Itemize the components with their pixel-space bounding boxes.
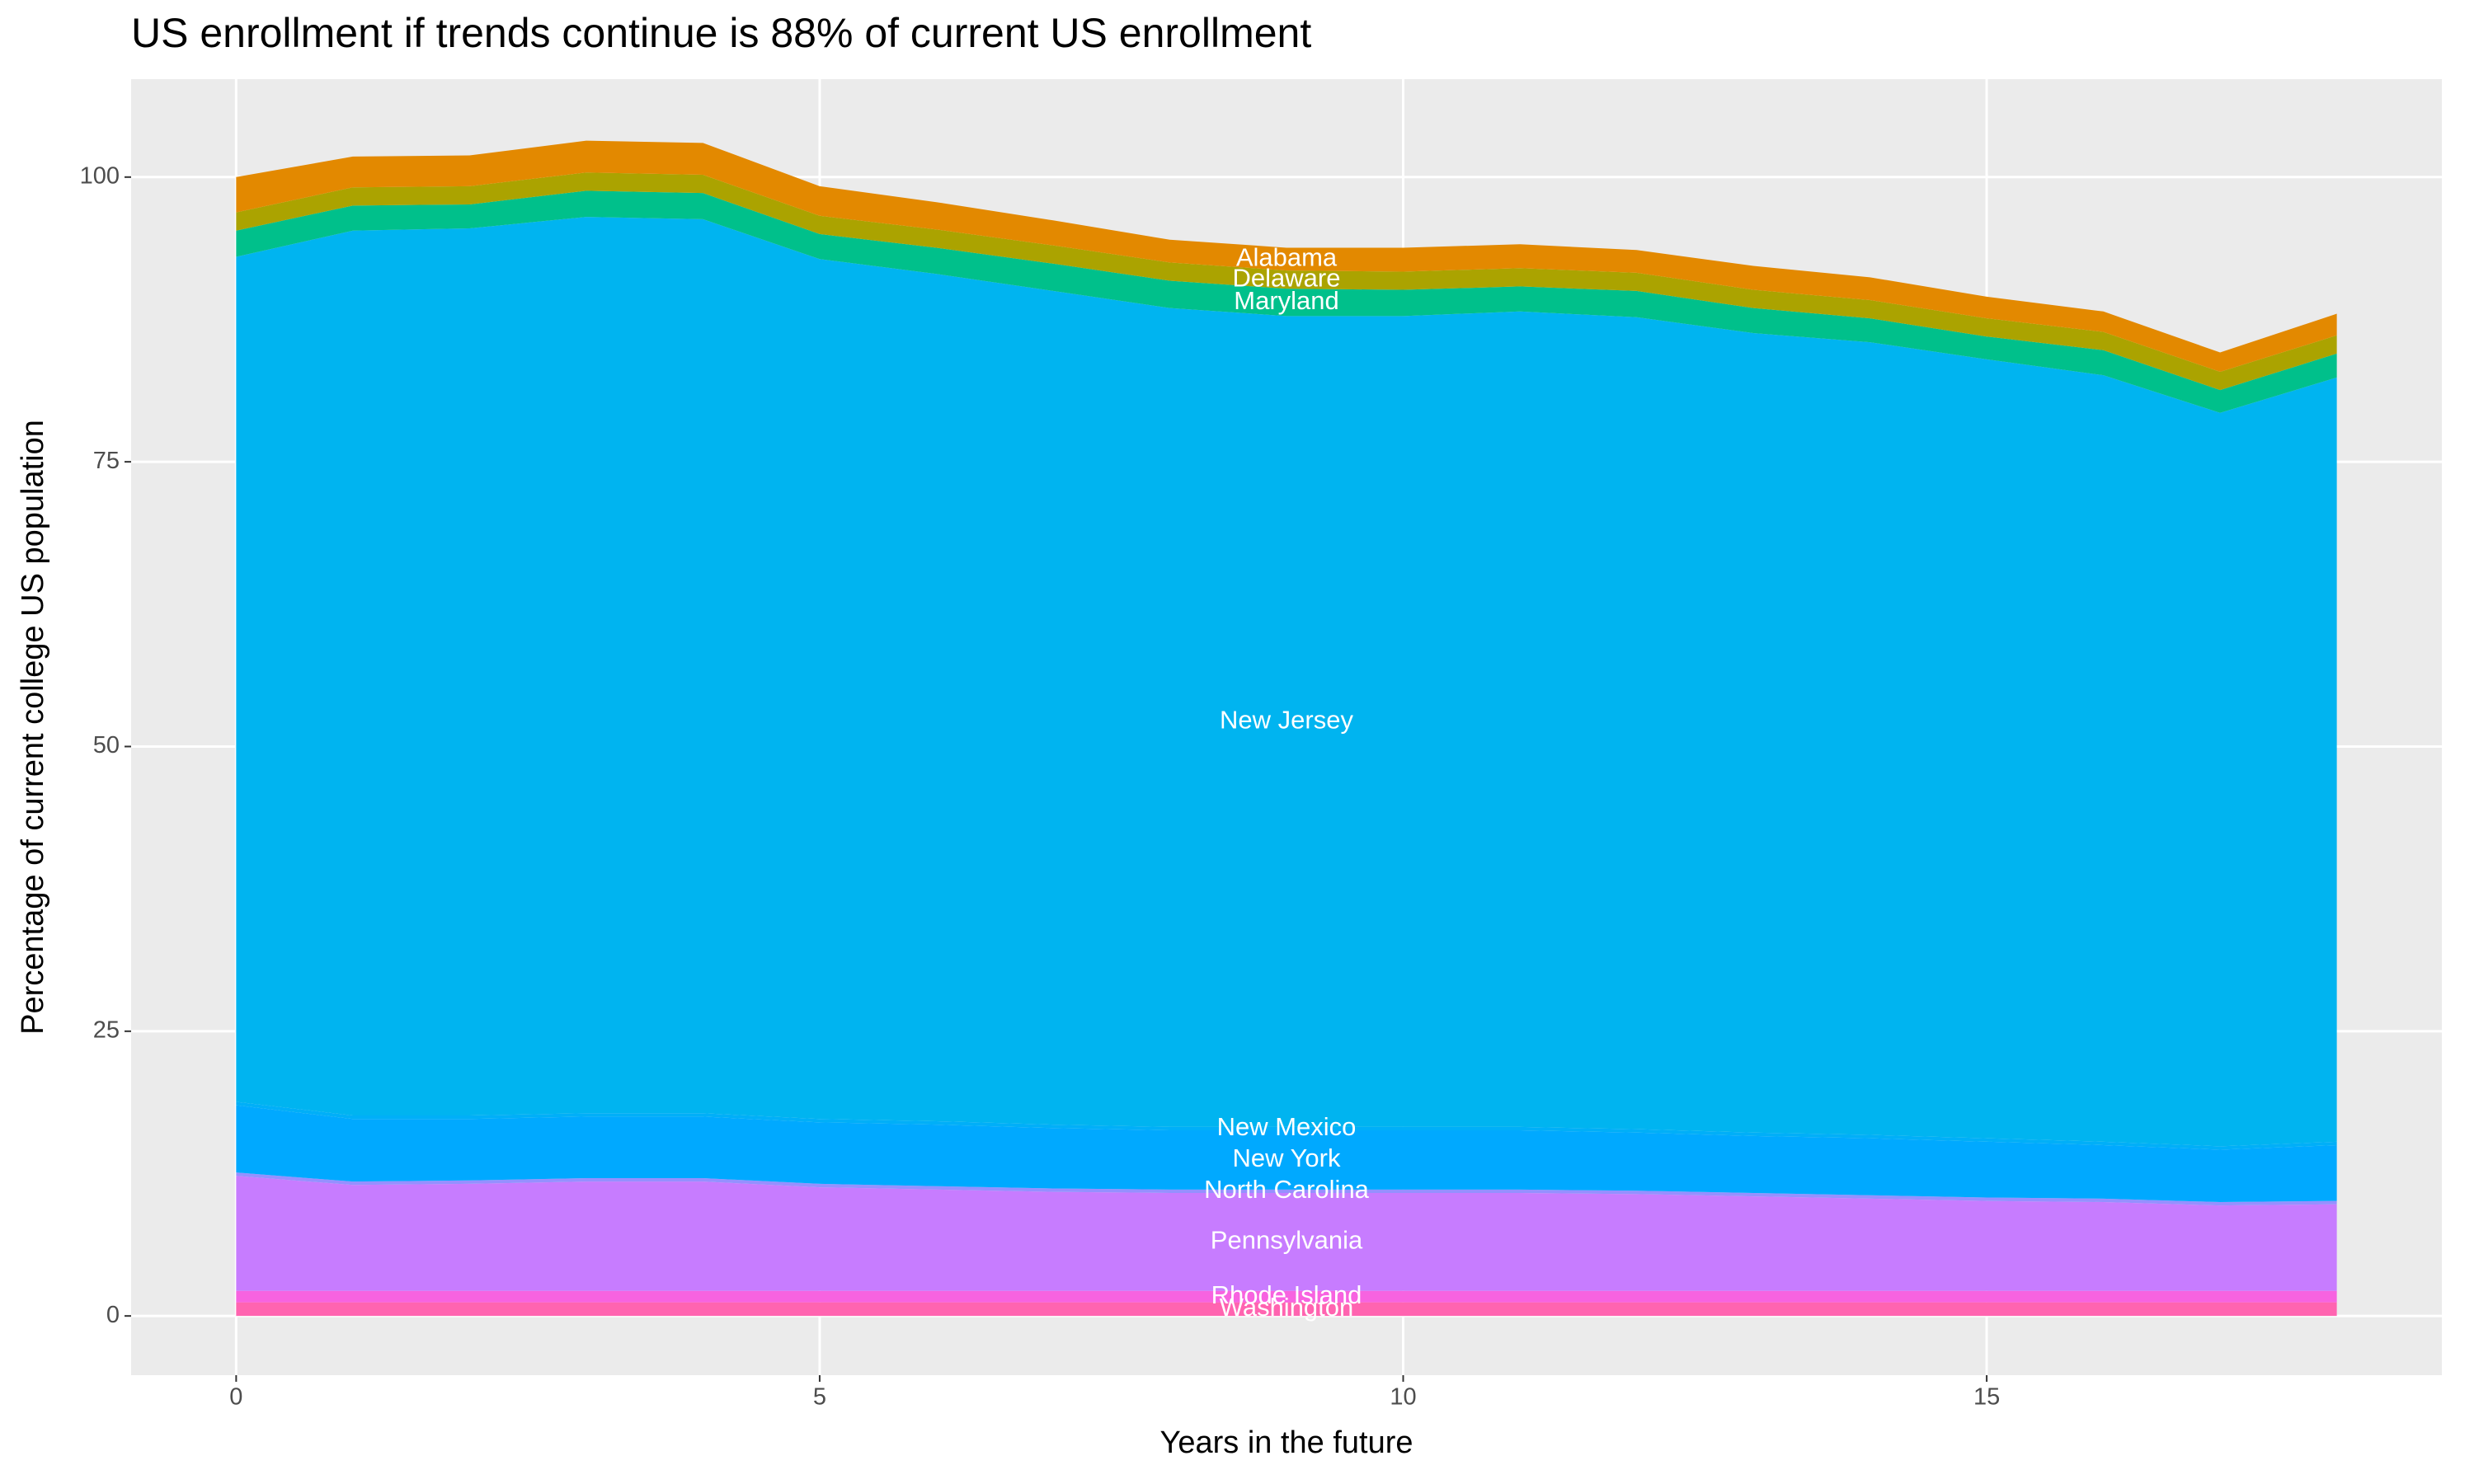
area-label: New Mexico [1217,1112,1357,1141]
area [236,1172,2337,1206]
area [236,217,2337,1147]
area-label: Alabama [1236,242,1338,271]
area [236,1101,2337,1150]
area-label: North Carolina [1204,1175,1370,1204]
y-tick-label: 25 [93,1017,120,1043]
y-axis-label: Percentage of current college US populat… [16,420,50,1035]
area [236,1302,2337,1317]
area-label: Washington [1220,1293,1354,1322]
area [236,1290,2337,1303]
area [236,1105,2337,1203]
x-tick-label: 10 [1390,1384,1416,1411]
y-tick-label: 50 [93,732,120,758]
x-axis-label: Years in the future [1159,1425,1413,1460]
x-tick-label: 15 [1973,1384,2000,1411]
area-label: Delaware [1233,263,1341,292]
area-label: New York [1233,1144,1341,1172]
area [236,140,2337,373]
area-label: Maryland [1234,286,1339,315]
area [236,172,2337,391]
area-label: Rhode Island [1211,1280,1362,1309]
x-tick-label: 5 [813,1384,826,1411]
y-tick-label: 75 [93,448,120,474]
area-label: Pennsylvania [1211,1226,1363,1255]
x-tick-label: 0 [229,1384,242,1411]
y-tick-label: 100 [80,162,120,189]
area-label: New Jersey [1220,705,1353,734]
area [236,1176,2337,1291]
chart-title: US enrollment if trends continue is 88% … [131,10,1311,56]
area [236,190,2337,413]
y-tick-label: 0 [106,1302,120,1328]
